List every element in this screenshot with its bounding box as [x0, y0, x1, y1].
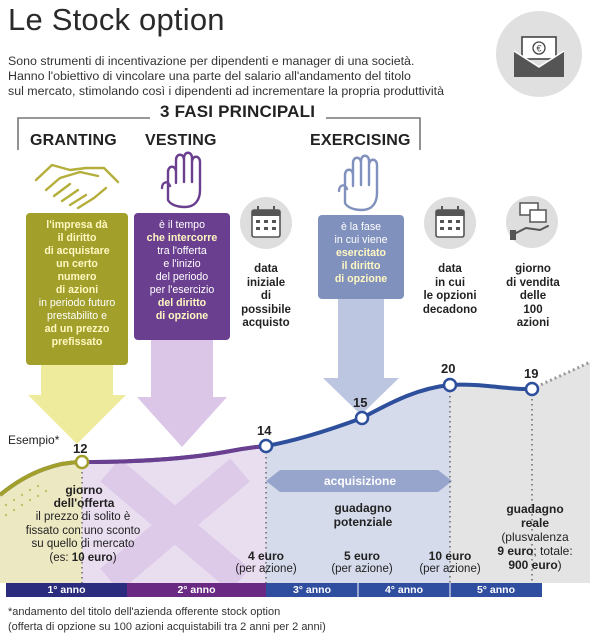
calendar-icon-expiry	[424, 197, 476, 249]
granting-callout-box	[26, 213, 128, 365]
exercising-callout-box	[318, 215, 404, 299]
exercising-hand-icon	[337, 154, 379, 212]
handshake-icon	[34, 163, 120, 210]
potential-gain-label: guadagno potenziale	[333, 501, 393, 529]
footnote-1: *andamento del titolo dell'azienda offer…	[8, 606, 281, 618]
point-offer	[74, 454, 90, 470]
price-10: 10 euro (per azione)	[419, 549, 481, 575]
year-segment-3	[266, 583, 358, 597]
point-20	[442, 377, 458, 393]
granting-arrow	[28, 365, 126, 444]
exercising-arrow	[323, 299, 399, 415]
phases-bracket	[17, 117, 421, 150]
stock-curve-vesting	[81, 444, 267, 464]
exercising-description: è la fase in cui viene esercitato il dir…	[334, 221, 388, 285]
post-zone	[450, 362, 590, 583]
value-20: 20	[441, 361, 456, 376]
vesting-arrow	[137, 340, 227, 447]
year-3-label: 3° anno	[292, 584, 332, 596]
vesting-hand-icon	[160, 151, 202, 209]
vesting-description: è il tempo che intercorre tra l'offerta …	[146, 219, 218, 322]
year-segment-1	[6, 583, 127, 597]
value-offer: 12	[73, 441, 88, 456]
acquisition-arrow	[266, 470, 452, 492]
price-5: 5 euro (per azione)	[331, 549, 393, 575]
year-5-label: 5° anno	[476, 584, 516, 596]
intro-line-2: Hanno l'obiettivo di vincolare una parte…	[8, 69, 411, 83]
expiry-date-label: data in cui le opzioni decadono	[422, 263, 478, 316]
vesting-cross	[100, 458, 250, 592]
granting-zone-dots	[4, 484, 48, 517]
point-19	[524, 381, 540, 397]
value-15: 15	[353, 395, 368, 410]
start-date-label: data iniziale di possibile acquisto	[241, 263, 291, 329]
year-segment-5	[450, 583, 542, 597]
phases-heading: 3 FASI PRINCIPALI	[160, 102, 316, 121]
svg-text:€: €	[536, 44, 541, 54]
year-1-label: 1° anno	[47, 584, 86, 596]
sale-icon	[506, 196, 558, 248]
phase-exercising-title: EXERCISING	[310, 132, 411, 149]
value-14: 14	[257, 423, 272, 438]
event-guides	[81, 386, 533, 583]
page-title: Le Stock option	[8, 2, 225, 37]
point-14	[258, 438, 274, 454]
intro-line-3: sul mercato, stimolando così i dipendent…	[8, 84, 444, 98]
year-4-label: 4° anno	[384, 584, 424, 596]
example-label: Esempio*	[8, 433, 60, 447]
value-19: 19	[524, 366, 539, 381]
phase-vesting-title: VESTING	[145, 132, 217, 149]
calendar-icon-start	[240, 197, 292, 249]
price-4: 4 euro (per azione)	[235, 549, 297, 575]
vesting-callout-box	[134, 213, 230, 340]
envelope-euro-icon: €	[496, 11, 582, 97]
intro-line-1: Sono strumenti di incentivazione per dip…	[8, 54, 415, 68]
real-gain-label: guadagno reale (plusvalenza 9 euro; tota…	[497, 502, 573, 572]
year-segment-4	[358, 583, 450, 597]
phase-granting-title: GRANTING	[30, 132, 117, 149]
granting-description: l'impresa dà il diritto di acquistare un…	[38, 219, 116, 348]
sale-date-label: giorno di vendita delle 100 azioni	[506, 263, 560, 329]
offer-day-label: giorno dell'offerta	[53, 483, 115, 510]
granting-zone	[0, 462, 82, 583]
offer-note: il prezzo di solito è fissato con uno sc…	[25, 511, 141, 564]
footnote-2: (offerta di opzione su 100 azioni acquis…	[8, 621, 326, 633]
year-segment-2	[127, 583, 266, 597]
acquisition-label: acquisizione	[323, 474, 397, 488]
year-2-label: 2° anno	[177, 584, 216, 596]
point-15	[354, 410, 370, 426]
